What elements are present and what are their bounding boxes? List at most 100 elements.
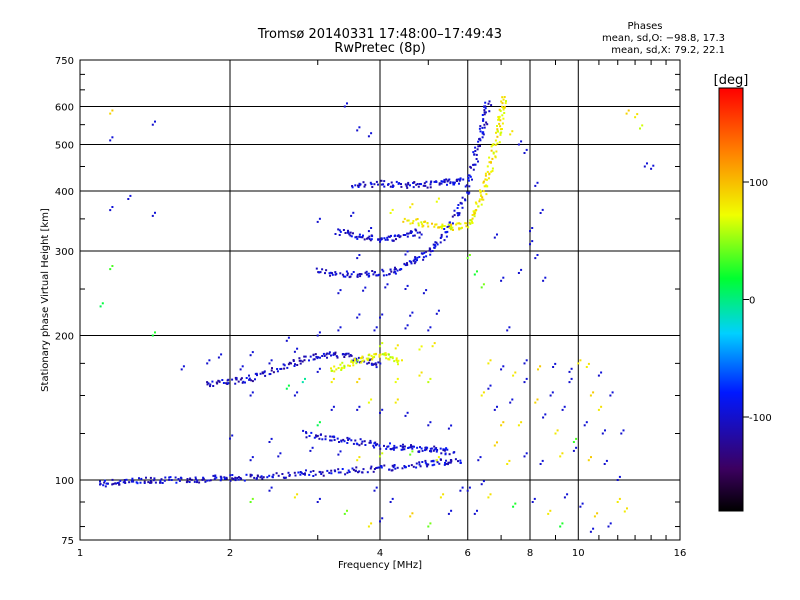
scatter-point bbox=[370, 522, 373, 525]
trace-point bbox=[439, 241, 442, 244]
trace-point bbox=[485, 121, 488, 124]
trace-point bbox=[344, 353, 347, 356]
trace-point bbox=[465, 222, 468, 225]
scatter-point bbox=[502, 365, 505, 368]
trace-point bbox=[118, 483, 121, 486]
scatter-point bbox=[541, 459, 544, 462]
trace-point bbox=[241, 381, 244, 384]
trace-point bbox=[309, 355, 312, 358]
trace-point bbox=[229, 474, 232, 477]
scatter-point bbox=[508, 326, 511, 329]
trace-point bbox=[348, 471, 351, 473]
trace-point bbox=[467, 176, 470, 179]
trace-point bbox=[387, 357, 390, 360]
trace-point bbox=[467, 179, 470, 182]
trace-point bbox=[395, 238, 397, 241]
scatter-point bbox=[534, 401, 537, 404]
trace-point bbox=[349, 234, 352, 237]
trace-point bbox=[287, 363, 290, 366]
trace-point bbox=[160, 478, 163, 481]
trace-point bbox=[452, 181, 455, 184]
trace-point bbox=[475, 158, 478, 160]
trace-point bbox=[457, 204, 460, 206]
trace-point bbox=[473, 211, 476, 214]
scatter-point bbox=[563, 405, 566, 408]
trace-point bbox=[348, 437, 351, 440]
scatter-point bbox=[551, 391, 554, 394]
trace-point bbox=[429, 183, 432, 186]
trace-point bbox=[373, 468, 376, 470]
trace-point bbox=[384, 354, 387, 357]
trace-point bbox=[383, 444, 385, 447]
trace-point bbox=[139, 481, 142, 484]
scatter-point bbox=[480, 394, 483, 397]
trace-point bbox=[244, 381, 246, 384]
trace-point bbox=[369, 441, 372, 444]
trace-point bbox=[425, 180, 428, 183]
scatter-point bbox=[208, 359, 211, 362]
scatter-point bbox=[379, 455, 381, 458]
scatter-point bbox=[384, 286, 387, 289]
trace-point bbox=[143, 482, 146, 484]
trace-point bbox=[235, 378, 238, 381]
trace-point bbox=[308, 359, 310, 362]
trace-point bbox=[239, 378, 242, 381]
trace-point bbox=[415, 229, 418, 232]
trace-point bbox=[349, 275, 352, 278]
trace-point bbox=[383, 464, 386, 467]
trace-point bbox=[403, 445, 406, 448]
scatter-point bbox=[603, 463, 606, 465]
trace-point bbox=[383, 237, 386, 240]
trace-point bbox=[487, 177, 490, 180]
trace-point bbox=[355, 362, 358, 365]
trace-point bbox=[404, 264, 407, 267]
trace-point bbox=[334, 271, 337, 274]
scatter-point bbox=[301, 381, 304, 384]
trace-point bbox=[372, 470, 375, 473]
scatter-point bbox=[404, 288, 407, 290]
trace-point bbox=[467, 192, 470, 195]
trace-point bbox=[365, 270, 368, 273]
trace-point bbox=[177, 478, 180, 481]
trace-point bbox=[458, 212, 461, 215]
trace-point bbox=[503, 107, 506, 109]
scatter-point bbox=[575, 446, 578, 449]
scatter-point bbox=[506, 463, 509, 465]
trace-point bbox=[434, 223, 437, 226]
scatter-point bbox=[249, 394, 252, 397]
scatter-point bbox=[352, 211, 355, 214]
scatter-point bbox=[466, 257, 469, 260]
trace-point bbox=[304, 472, 306, 475]
trace-point bbox=[432, 243, 435, 246]
scatter-point bbox=[406, 411, 409, 414]
trace-point bbox=[433, 180, 436, 183]
trace-point bbox=[347, 229, 349, 232]
scatter-point bbox=[356, 408, 359, 411]
trace-point bbox=[396, 269, 399, 272]
trace-point bbox=[339, 230, 342, 233]
scatter-point bbox=[525, 359, 528, 362]
scatter-point bbox=[500, 279, 503, 282]
trace-point bbox=[414, 258, 417, 260]
scatter-point bbox=[466, 489, 469, 492]
scatter-point bbox=[293, 496, 296, 499]
scatter-point bbox=[525, 377, 528, 380]
trace-point bbox=[446, 183, 448, 186]
scatter-point bbox=[506, 329, 509, 332]
scatter-point bbox=[109, 139, 112, 142]
scatter-point bbox=[427, 381, 430, 384]
trace-point bbox=[388, 273, 391, 276]
trace-point bbox=[403, 465, 406, 467]
scatter-point bbox=[461, 486, 464, 489]
scatter-point bbox=[151, 214, 154, 217]
trace-point bbox=[450, 460, 453, 463]
trace-point bbox=[211, 380, 214, 383]
scatter-point bbox=[477, 459, 480, 462]
trace-point bbox=[310, 431, 313, 434]
trace-point bbox=[496, 125, 498, 127]
scatter-point bbox=[251, 351, 254, 354]
trace-point bbox=[347, 352, 350, 355]
scatter-point bbox=[251, 391, 254, 394]
trace-point bbox=[321, 268, 324, 271]
